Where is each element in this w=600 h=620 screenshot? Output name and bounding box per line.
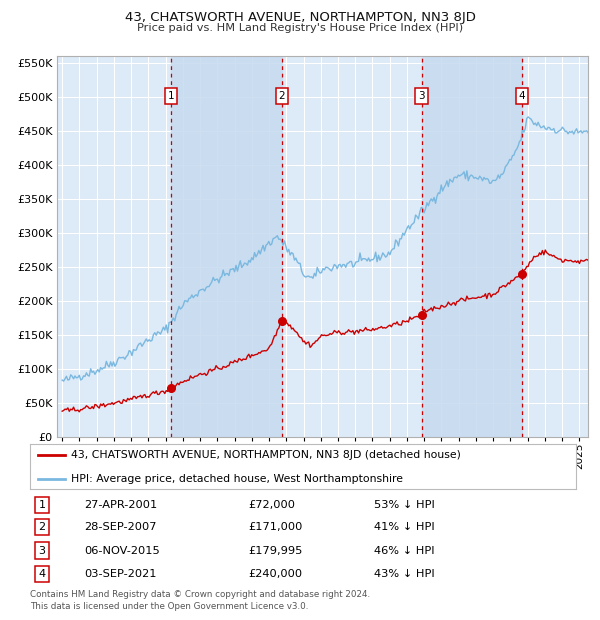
Text: 53% ↓ HPI: 53% ↓ HPI [374, 500, 435, 510]
Text: 27-APR-2001: 27-APR-2001 [85, 500, 158, 510]
Text: 3: 3 [38, 546, 46, 556]
Text: 03-SEP-2021: 03-SEP-2021 [85, 569, 157, 579]
Text: 43, CHATSWORTH AVENUE, NORTHAMPTON, NN3 8JD: 43, CHATSWORTH AVENUE, NORTHAMPTON, NN3 … [125, 11, 475, 24]
Text: 4: 4 [518, 91, 525, 101]
Text: £179,995: £179,995 [248, 546, 303, 556]
Text: 46% ↓ HPI: 46% ↓ HPI [374, 546, 434, 556]
Text: HPI: Average price, detached house, West Northamptonshire: HPI: Average price, detached house, West… [71, 474, 403, 484]
Text: 2: 2 [278, 91, 285, 101]
Text: 1: 1 [168, 91, 175, 101]
Text: Price paid vs. HM Land Registry's House Price Index (HPI): Price paid vs. HM Land Registry's House … [137, 23, 463, 33]
Text: 06-NOV-2015: 06-NOV-2015 [85, 546, 160, 556]
Text: £171,000: £171,000 [248, 522, 303, 533]
Text: 28-SEP-2007: 28-SEP-2007 [85, 522, 157, 533]
Text: £72,000: £72,000 [248, 500, 295, 510]
Bar [171, 56, 282, 437]
Text: 43, CHATSWORTH AVENUE, NORTHAMPTON, NN3 8JD (detached house): 43, CHATSWORTH AVENUE, NORTHAMPTON, NN3 … [71, 450, 461, 460]
Text: 4: 4 [38, 569, 46, 579]
Text: 1: 1 [38, 500, 46, 510]
Text: Contains HM Land Registry data © Crown copyright and database right 2024.
This d: Contains HM Land Registry data © Crown c… [30, 590, 370, 611]
Bar [422, 56, 522, 437]
Text: 3: 3 [418, 91, 425, 101]
Text: 2: 2 [38, 522, 46, 533]
Text: 41% ↓ HPI: 41% ↓ HPI [374, 522, 435, 533]
Text: 43% ↓ HPI: 43% ↓ HPI [374, 569, 435, 579]
Text: £240,000: £240,000 [248, 569, 302, 579]
